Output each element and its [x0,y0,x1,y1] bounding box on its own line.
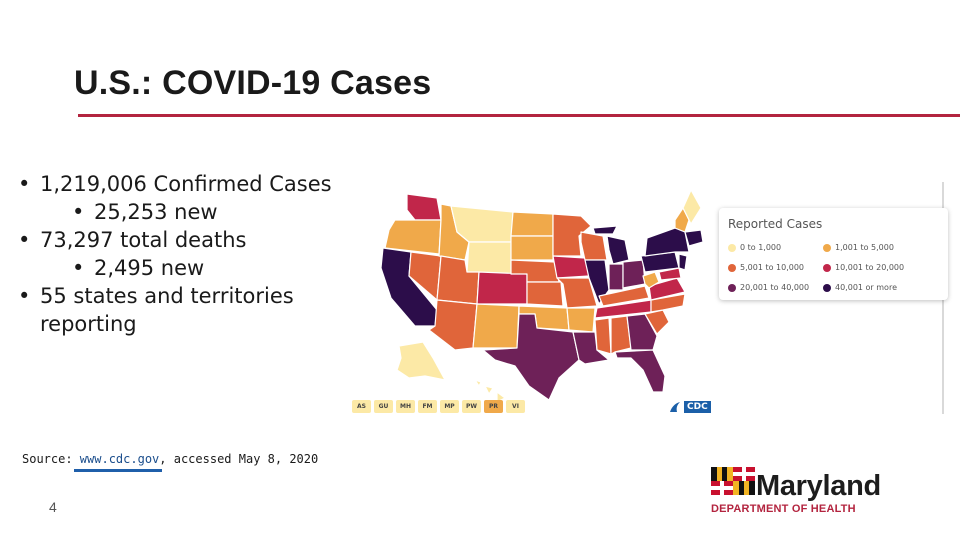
state-md [658,267,682,281]
territory-mp: MP [440,400,459,413]
state-or [384,219,442,255]
state-mo [556,277,598,309]
legend-swatch [728,263,736,272]
state-ma-ct-ri [684,229,704,247]
page-number: 4 [49,499,57,515]
state-wy [466,241,514,275]
state-wa [406,193,442,221]
state-nm [472,303,520,349]
hhs-eagle-icon [670,402,680,412]
territory-mh: MH [396,400,415,413]
us-cases-map [345,180,945,418]
state-me [682,189,702,225]
department-of-health-label: DEPARTMENT OF HEALTH [711,503,856,515]
slide-title: U.S.: COVID-19 Cases [74,64,432,102]
state-ia [552,255,590,279]
legend-label: 40,001 or more [835,283,897,292]
legend-item-0: 0 to 1,000 [728,243,781,252]
state-in [608,263,624,291]
legend-label: 20,001 to 40,000 [740,283,810,292]
territory-fm: FM [418,400,437,413]
state-ak [396,341,446,381]
legend-item-5: 40,001 or more [823,283,897,292]
legend-item-2: 5,001 to 10,000 [728,263,804,272]
legend-item-4: 20,001 to 40,000 [728,283,809,292]
state-az [428,299,478,351]
state-ks [526,281,564,307]
bullet-total-deaths: 73,297 total deaths [18,226,363,254]
state-sd [510,235,554,261]
source-citation: Source: www.cdc.gov, accessed May 8, 202… [22,452,318,466]
bullet-list: 1,219,006 Confirmed Cases 25,253 new 73,… [18,170,363,338]
us-map-svg [380,189,704,403]
territory-vi: VI [506,400,525,413]
state-hi [474,379,506,403]
bullet-new-deaths: 2,495 new [18,254,363,282]
title-divider [78,114,960,117]
legend-swatch [728,283,736,292]
legend-swatch [823,283,831,292]
state-nj [678,253,688,271]
state-la [572,331,610,365]
map-legend: Reported Cases 0 to 1,000 1,001 to 5,000… [719,208,948,300]
state-mi [592,225,630,265]
legend-title: Reported Cases [728,217,823,231]
source-prefix: Source: [22,452,80,466]
state-ga [626,313,658,351]
state-va [648,277,686,301]
state-ms [594,317,612,355]
bullet-confirmed-cases: 1,219,006 Confirmed Cases [18,170,363,198]
maryland-flag-icon [711,467,755,495]
state-wv [642,271,660,289]
territory-as: AS [352,400,371,413]
state-oh [622,259,646,289]
state-ar [566,307,596,333]
source-suffix: , accessed May 8, 2020 [159,452,319,466]
legend-label: 0 to 1,000 [740,243,782,252]
legend-swatch [823,243,831,252]
source-link-underline [74,469,162,472]
source-link[interactable]: www.cdc.gov [79,452,160,466]
legend-swatch [823,263,831,272]
bullet-new-cases: 25,253 new [18,198,363,226]
state-tx [482,313,580,401]
maryland-wordmark: Maryland [756,470,881,502]
state-co [476,271,528,305]
legend-item-1: 1,001 to 5,000 [823,243,894,252]
bullet-states-reporting: 55 states and territories reporting [18,282,363,338]
legend-item-3: 10,001 to 20,000 [823,263,904,272]
state-ky [598,285,650,307]
state-al [610,315,632,355]
territory-pr: PR [484,400,503,413]
cdc-logo: CDC [668,400,711,414]
state-nd [510,211,554,237]
legend-label: 10,001 to 20,000 [835,263,905,272]
legend-swatch [728,243,736,252]
legend-label: 1,001 to 5,000 [835,243,894,252]
state-wi [580,231,608,261]
territory-gu: GU [374,400,393,413]
cdc-wordmark: CDC [684,401,711,413]
territory-pw: PW [462,400,481,413]
territory-boxes: AS GU MH FM MP PW PR VI [352,400,525,413]
state-fl [614,349,666,393]
state-ny [644,227,690,257]
legend-label: 5,001 to 10,000 [740,263,805,272]
